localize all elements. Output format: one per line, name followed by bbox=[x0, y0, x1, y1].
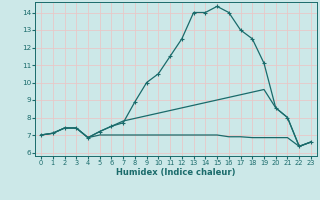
X-axis label: Humidex (Indice chaleur): Humidex (Indice chaleur) bbox=[116, 168, 236, 177]
